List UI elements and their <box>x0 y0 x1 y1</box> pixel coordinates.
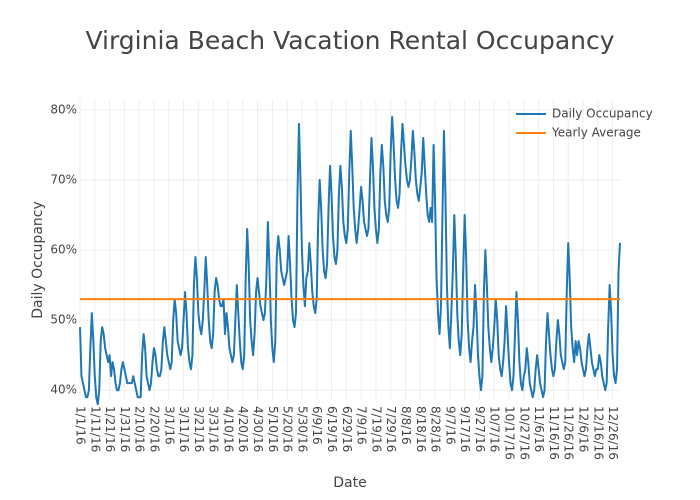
y-tick-label: 60% <box>50 243 77 257</box>
x-tick-label: 12/16/16 <box>591 406 605 460</box>
y-tick-label: 80% <box>50 102 77 116</box>
legend-label: Daily Occupancy <box>552 107 653 121</box>
line <box>79 115 621 406</box>
y-tick-label: 50% <box>50 313 77 327</box>
x-tick-label: 2/20/16 <box>147 406 161 452</box>
x-tick-label: 9/17/16 <box>458 406 472 452</box>
x-tick-label: 12/6/16 <box>577 406 591 452</box>
x-axis-title: Date <box>333 475 366 491</box>
x-tick-label: 1/21/16 <box>103 406 117 452</box>
x-tick-label: 11/16/16 <box>547 406 561 460</box>
x-tick-label: 6/29/16 <box>340 406 354 452</box>
x-tick-label: 7/19/16 <box>369 406 383 452</box>
x-tick-label: 1/31/16 <box>118 406 132 452</box>
chart-title: Virginia Beach Vacation Rental Occupancy <box>85 26 614 55</box>
x-tick-label: 10/7/16 <box>488 406 502 452</box>
x-tick-label: 10/17/16 <box>503 406 517 460</box>
y-tick-label: 70% <box>50 172 77 186</box>
x-tick-label: 3/31/16 <box>207 406 221 452</box>
x-tick-label: 9/7/16 <box>443 406 457 445</box>
x-tick-label: 8/28/16 <box>429 406 443 452</box>
x-tick-label: 1/1/16 <box>74 406 88 445</box>
x-tick-label: 2/10/16 <box>133 406 147 452</box>
x-tick-label: 9/27/16 <box>473 406 487 452</box>
legend-label: Yearly Average <box>551 126 641 140</box>
y-tick-label: 40% <box>50 383 77 397</box>
x-tick-label: 8/8/16 <box>399 406 413 445</box>
x-tick-label: 7/9/16 <box>355 406 369 445</box>
x-tick-label: 10/27/16 <box>517 406 531 460</box>
x-tick-label: 8/18/16 <box>414 406 428 452</box>
x-tick-label: 6/9/16 <box>310 406 324 445</box>
x-tick-label: 12/26/16 <box>606 406 620 460</box>
x-tick-label: 1/11/16 <box>88 406 102 452</box>
x-tick-label: 11/26/16 <box>562 406 576 460</box>
x-tick-label: 3/21/16 <box>192 406 206 452</box>
x-tick-label: 4/20/16 <box>236 406 250 452</box>
x-tick-label: 4/10/16 <box>221 406 235 452</box>
x-tick-label: 5/10/16 <box>266 406 280 452</box>
x-tick-label: 3/1/16 <box>162 406 176 445</box>
x-tick-label: 4/30/16 <box>251 406 265 452</box>
x-tick-label: 11/6/16 <box>532 406 546 452</box>
x-tick-label: 5/30/16 <box>295 406 309 452</box>
x-tick-label: 7/29/16 <box>384 406 398 452</box>
x-tick-label: 6/19/16 <box>325 406 339 452</box>
y-axis-title: Daily Occupancy <box>30 201 46 318</box>
x-tick-label: 5/20/16 <box>281 406 295 452</box>
x-tick-label: 3/11/16 <box>177 406 191 452</box>
